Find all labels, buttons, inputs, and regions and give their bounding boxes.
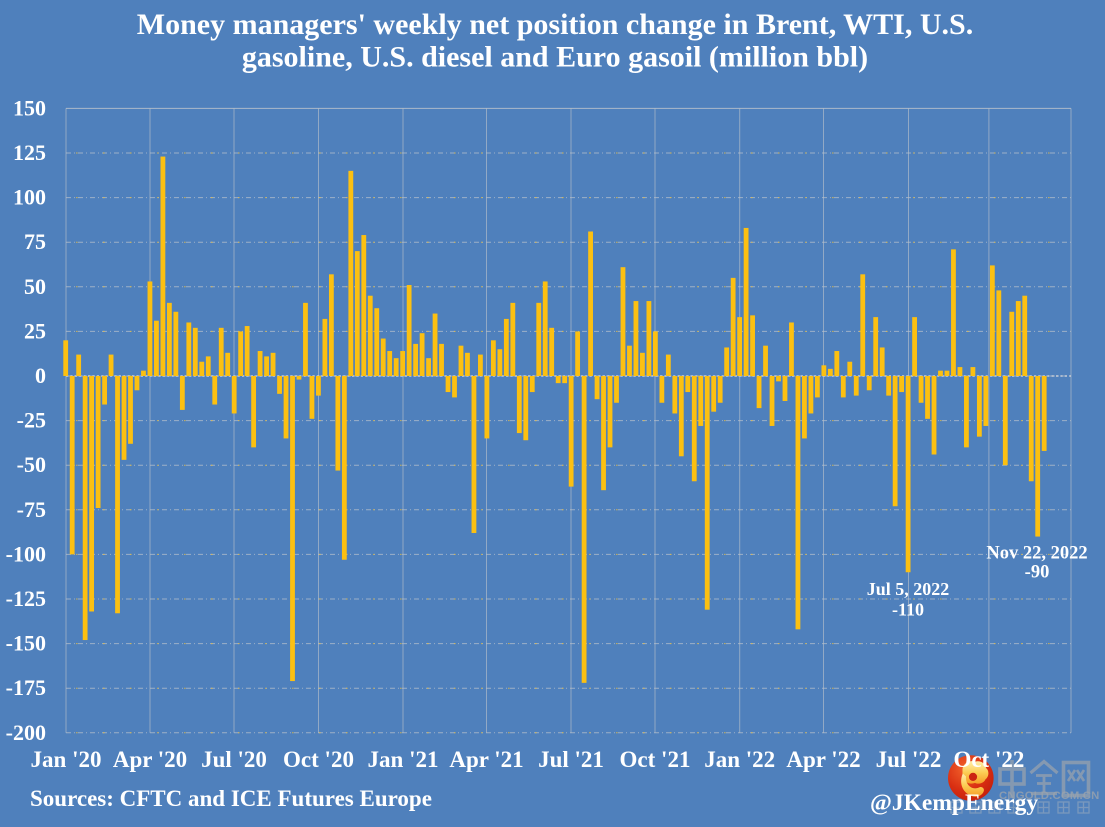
svg-text:-100: -100: [6, 541, 46, 566]
svg-text:-150: -150: [6, 631, 46, 656]
svg-text:-75: -75: [17, 497, 46, 522]
svg-text:-25: -25: [17, 408, 46, 433]
svg-text:-200: -200: [6, 720, 46, 745]
svg-text:Nov 22, 2022: Nov 22, 2022: [986, 544, 1087, 564]
svg-text:Sources: CFTC and ICE Futures: Sources: CFTC and ICE Futures Europe: [30, 786, 432, 811]
svg-text:Money managers' weekly net pos: Money managers' weekly net position chan…: [137, 8, 973, 41]
svg-text:Jan '20: Jan '20: [31, 747, 102, 772]
svg-text:Jan '22: Jan '22: [704, 747, 775, 772]
svg-text:75: 75: [24, 229, 46, 254]
svg-text:Oct '22: Oct '22: [953, 747, 1024, 772]
svg-text:-90: -90: [1025, 563, 1050, 583]
svg-text:150: 150: [13, 95, 46, 120]
svg-text:@JKempEnergy: @JKempEnergy: [870, 790, 1038, 816]
svg-text:Apr '20: Apr '20: [113, 747, 187, 772]
svg-text:-125: -125: [6, 586, 46, 611]
svg-text:Oct '21: Oct '21: [620, 747, 691, 772]
svg-text:50: 50: [24, 274, 46, 299]
svg-text:Apr '21: Apr '21: [449, 747, 523, 772]
svg-text:CNGOLD.COM.CN: CNGOLD.COM.CN: [999, 790, 1100, 802]
svg-text:Jan '21: Jan '21: [368, 747, 439, 772]
svg-text:Jul '20: Jul '20: [201, 747, 267, 772]
svg-text:-175: -175: [6, 675, 46, 700]
svg-text:-110: -110: [892, 600, 924, 620]
svg-text:gasoline, U.S. diesel and Euro: gasoline, U.S. diesel and Euro gasoil (m…: [242, 41, 868, 74]
svg-text:Jul '22: Jul '22: [876, 747, 942, 772]
svg-text:-50: -50: [17, 452, 46, 477]
svg-text:Jul 5, 2022: Jul 5, 2022: [867, 579, 950, 599]
svg-text:0: 0: [35, 363, 46, 388]
svg-text:100: 100: [13, 185, 46, 210]
svg-text:125: 125: [13, 140, 46, 165]
svg-text:25: 25: [24, 318, 46, 343]
svg-text:Oct '20: Oct '20: [283, 747, 354, 772]
svg-text:Jul '21: Jul '21: [538, 747, 604, 772]
svg-text:Apr '22: Apr '22: [786, 747, 860, 772]
